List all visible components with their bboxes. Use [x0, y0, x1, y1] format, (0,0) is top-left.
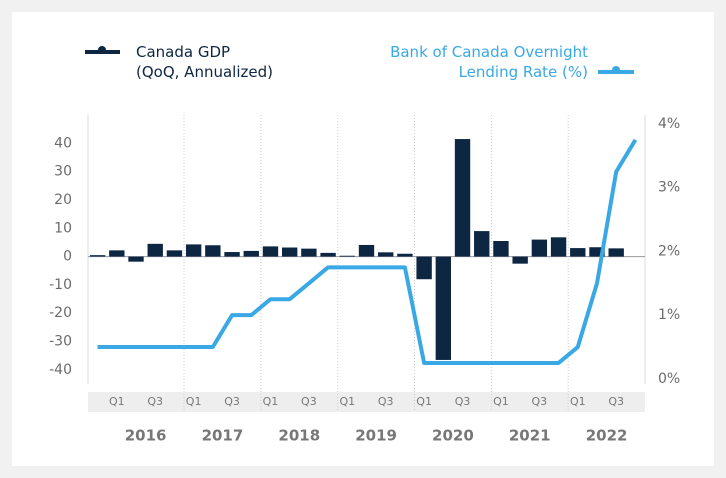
x-group-label: 2021	[509, 427, 551, 445]
y-tick-label: -20	[49, 305, 72, 321]
x-tick-label: Q3	[301, 395, 317, 408]
bar	[397, 253, 413, 257]
x-group-label: 2022	[586, 427, 628, 445]
bar	[281, 247, 298, 257]
bar	[493, 241, 509, 257]
legend-entry: Bank of Canada Overnight Lending Rate (%…	[390, 43, 588, 81]
x-tick-label: Q1	[109, 395, 125, 408]
bar	[205, 245, 221, 257]
y2-tick-label: 2%	[658, 243, 680, 259]
y2-tick-label: 0%	[658, 371, 680, 387]
bar	[608, 248, 624, 257]
bar	[512, 256, 528, 264]
legend-icon	[98, 46, 106, 54]
bar	[378, 252, 394, 257]
y-tick-label: -40	[49, 362, 72, 378]
y2-tick-label: 4%	[658, 116, 680, 132]
bar	[301, 248, 317, 257]
bar	[128, 256, 144, 262]
y2-tick-label: 3%	[658, 180, 680, 196]
x-group-label: 2016	[125, 427, 167, 445]
y-tick-label: 40	[54, 135, 72, 151]
bar	[185, 244, 202, 257]
bar	[454, 139, 471, 257]
x-tick-label: Q3	[455, 395, 471, 408]
bar	[589, 247, 605, 257]
bar	[339, 255, 355, 257]
bar	[147, 243, 163, 257]
bar	[474, 231, 490, 257]
x-tick-label: Q3	[532, 395, 548, 408]
x-tick-label: Q1	[570, 395, 586, 408]
x-tick-label: Q3	[224, 395, 240, 408]
y2-tick-label: 1%	[658, 307, 680, 323]
x-tick-label: Q1	[416, 395, 432, 408]
bar	[435, 256, 452, 360]
bar	[531, 239, 548, 257]
bar	[358, 244, 375, 257]
x-group-label: 2019	[355, 427, 397, 445]
bar	[320, 252, 336, 257]
bar	[109, 250, 125, 257]
quarter-band	[88, 392, 645, 412]
y-tick-label: 30	[54, 164, 72, 180]
legend-entry: Canada GDP (QoQ, Annualized)	[136, 43, 273, 81]
bar	[89, 255, 106, 257]
line	[97, 138, 638, 365]
y-tick-label: 10	[54, 220, 72, 236]
x-tick-label: Q3	[608, 395, 624, 408]
bar	[262, 246, 279, 257]
x-tick-label: Q3	[378, 395, 394, 408]
bar	[224, 252, 240, 257]
y-tick-label: 0	[63, 249, 72, 265]
bar	[416, 256, 432, 280]
x-group-label: 2020	[432, 427, 474, 445]
bar	[243, 250, 259, 257]
bar	[550, 237, 567, 257]
x-tick-label: Q1	[263, 395, 279, 408]
x-tick-label: Q3	[147, 395, 163, 408]
legend-icon	[612, 66, 620, 74]
x-group-label: 2017	[202, 427, 244, 445]
y-tick-label: 20	[54, 192, 72, 208]
card	[12, 12, 714, 466]
x-tick-label: Q1	[186, 395, 202, 408]
bar	[166, 250, 183, 257]
x-group-label: 2018	[278, 427, 320, 445]
x-tick-label: Q1	[339, 395, 355, 408]
y-tick-label: -10	[49, 277, 72, 293]
bar	[570, 248, 586, 257]
x-tick-label: Q1	[493, 395, 509, 408]
y-tick-label: -30	[49, 334, 72, 350]
